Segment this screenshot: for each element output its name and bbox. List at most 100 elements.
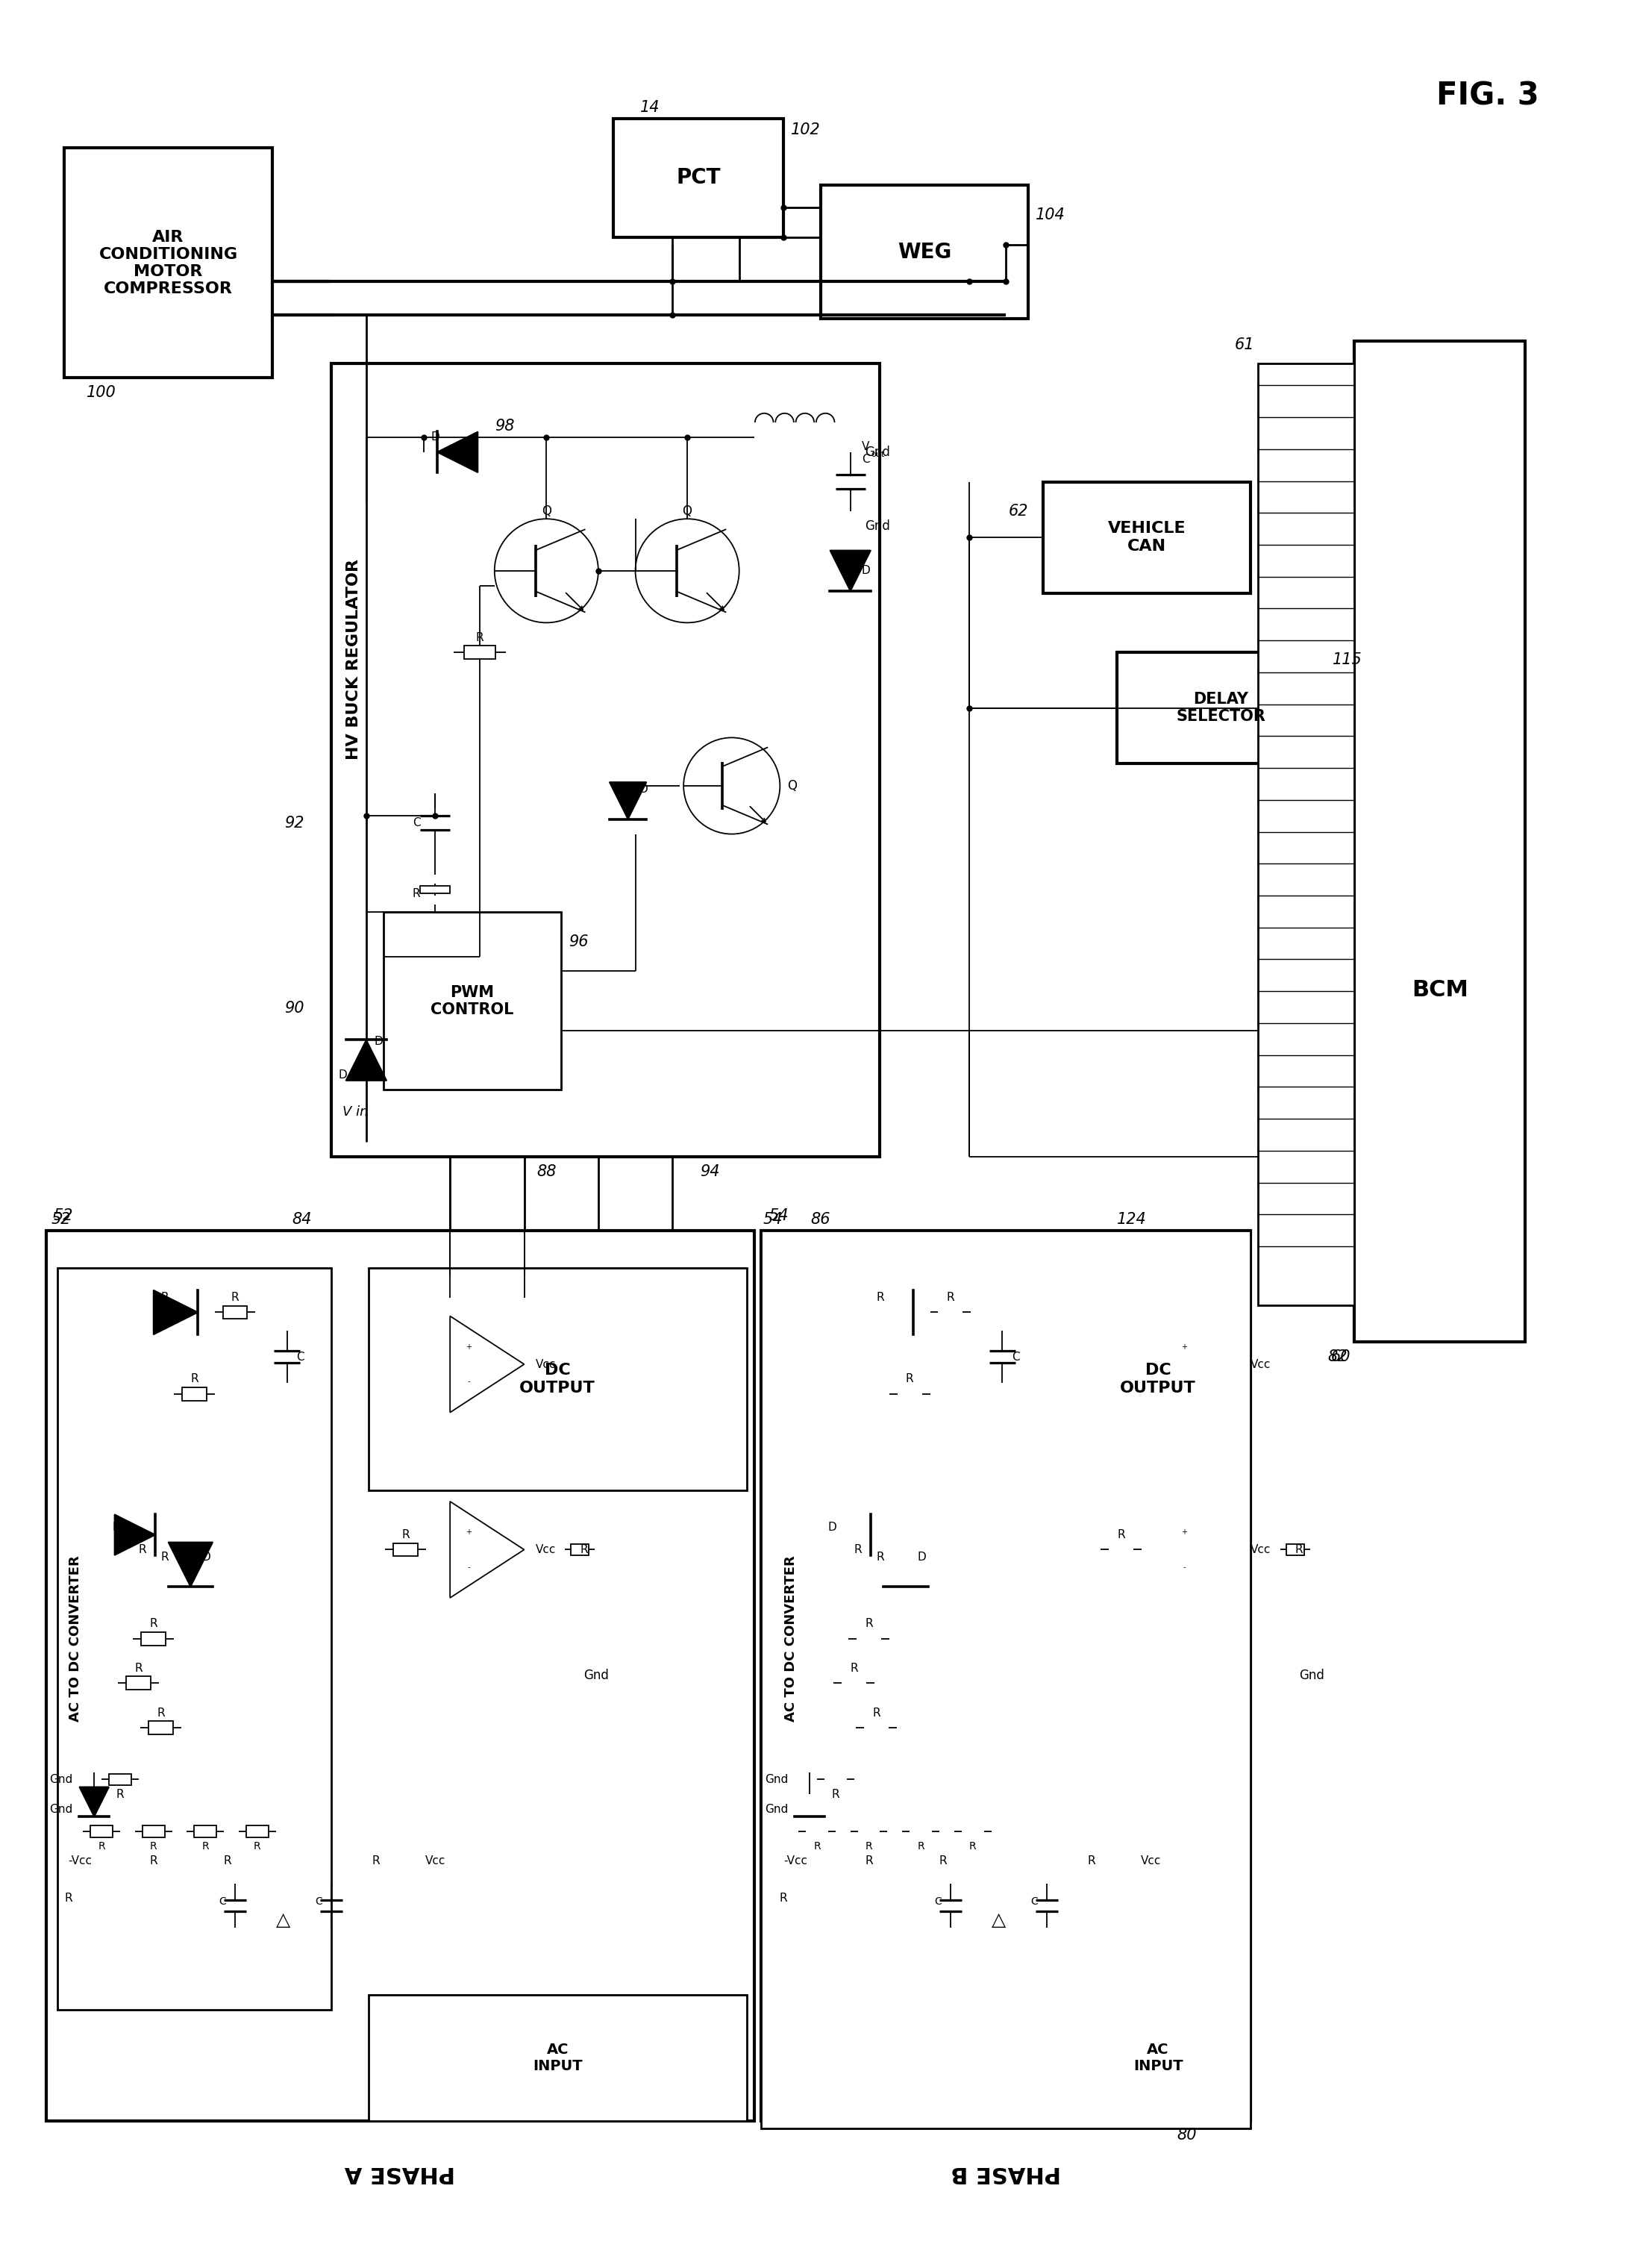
Text: Vcc: Vcc <box>535 1359 555 1370</box>
Text: Gnd: Gnd <box>49 1803 72 1814</box>
Bar <box>182 1388 206 1402</box>
Text: Gnd: Gnd <box>866 519 891 533</box>
Text: R: R <box>401 1529 409 1540</box>
Text: Gnd: Gnd <box>866 445 891 458</box>
Bar <box>825 1774 846 1785</box>
Text: 88: 88 <box>537 1163 557 1179</box>
Text: R: R <box>149 1855 157 1867</box>
Text: Gnd: Gnd <box>1298 1669 1324 1683</box>
Text: V: V <box>861 440 869 451</box>
Text: V in: V in <box>342 1105 368 1118</box>
Bar <box>761 1232 1251 2127</box>
Text: 86: 86 <box>810 1211 830 1227</box>
Text: AC
INPUT: AC INPUT <box>532 2041 583 2073</box>
Bar <box>1259 363 1354 1304</box>
Text: R: R <box>917 1842 925 1851</box>
Polygon shape <box>796 1787 825 1817</box>
Text: 60: 60 <box>1331 1349 1351 1365</box>
Polygon shape <box>169 1542 213 1588</box>
Bar <box>149 1721 174 1735</box>
Polygon shape <box>115 1515 156 1556</box>
Polygon shape <box>450 1501 524 1599</box>
Bar <box>773 1268 1043 2009</box>
Bar <box>1043 481 1251 592</box>
Text: R: R <box>201 1842 210 1851</box>
Text: 54: 54 <box>763 1211 782 1227</box>
Text: 98: 98 <box>494 420 514 433</box>
Text: C: C <box>413 816 421 828</box>
Text: +: + <box>465 1529 471 1535</box>
Text: 104: 104 <box>1036 206 1066 222</box>
Text: R: R <box>134 1662 142 1674</box>
Text: 62: 62 <box>1008 503 1028 519</box>
Text: D: D <box>827 1522 837 1533</box>
Text: R: R <box>850 1662 858 1674</box>
Bar <box>1287 1545 1305 1556</box>
Text: Gnd: Gnd <box>583 1669 609 1683</box>
Text: 61: 61 <box>1234 338 1254 352</box>
Text: R: R <box>413 887 421 898</box>
Text: -: - <box>1182 1563 1185 1572</box>
Text: 82: 82 <box>1328 1349 1347 1365</box>
Text: R: R <box>940 1855 948 1867</box>
Bar <box>368 1994 746 2121</box>
Text: R: R <box>151 1842 157 1851</box>
Bar <box>368 1268 746 1490</box>
Text: D: D <box>431 431 440 442</box>
Bar <box>110 1774 131 1785</box>
Text: R: R <box>224 1855 231 1867</box>
Text: C: C <box>316 1896 322 1907</box>
Text: R: R <box>864 1855 873 1867</box>
Text: Vcc: Vcc <box>1251 1359 1272 1370</box>
Text: R: R <box>98 1842 105 1851</box>
Text: D: D <box>201 1551 211 1563</box>
Text: -: - <box>467 1563 470 1572</box>
Text: R: R <box>832 1789 840 1801</box>
Bar <box>1080 1268 1236 1490</box>
Text: R: R <box>579 1545 588 1556</box>
Text: C: C <box>219 1896 226 1907</box>
Bar <box>126 1676 151 1690</box>
Text: R: R <box>139 1545 146 1556</box>
Text: C: C <box>1031 1896 1038 1907</box>
Text: +: + <box>1180 1343 1187 1352</box>
Polygon shape <box>830 1515 871 1556</box>
Text: 90: 90 <box>285 1000 304 1016</box>
Bar <box>856 1633 881 1644</box>
Text: HV BUCK REGULATOR: HV BUCK REGULATOR <box>345 560 362 760</box>
Bar <box>421 887 450 894</box>
Text: 124: 124 <box>1118 1211 1148 1227</box>
Text: AC
INPUT: AC INPUT <box>1133 2041 1184 2073</box>
Text: R: R <box>814 1842 820 1851</box>
Bar <box>1080 1994 1236 2121</box>
Bar <box>1108 1542 1133 1556</box>
Text: R: R <box>779 1892 787 1903</box>
Text: -Vcc: -Vcc <box>69 1855 92 1867</box>
Text: △: △ <box>992 1912 1005 1930</box>
Text: Vcc: Vcc <box>426 1855 445 1867</box>
Text: -: - <box>467 1379 470 1386</box>
Text: 100: 100 <box>87 386 116 401</box>
Text: 96: 96 <box>568 934 588 948</box>
Text: C: C <box>935 1896 941 1907</box>
Text: R: R <box>905 1374 913 1386</box>
Bar <box>46 1232 755 2121</box>
Bar <box>195 1826 216 1837</box>
Text: C: C <box>1012 1352 1020 1363</box>
Text: +: + <box>1180 1529 1187 1535</box>
Bar <box>961 1826 984 1837</box>
Text: 94: 94 <box>699 1163 719 1179</box>
Polygon shape <box>830 551 871 592</box>
Bar <box>393 1542 417 1556</box>
Text: DELAY
SELECTOR: DELAY SELECTOR <box>1177 692 1265 723</box>
Text: Q: Q <box>683 506 692 517</box>
Polygon shape <box>1166 1315 1239 1413</box>
Text: -Vcc: -Vcc <box>784 1855 807 1867</box>
Bar <box>910 1826 931 1837</box>
Text: D: D <box>638 785 648 796</box>
Text: R: R <box>1087 1855 1095 1867</box>
Text: PWM
CONTROL: PWM CONTROL <box>431 984 514 1016</box>
Text: D: D <box>339 1070 347 1080</box>
Text: R: R <box>855 1545 861 1556</box>
Text: R: R <box>254 1842 260 1851</box>
